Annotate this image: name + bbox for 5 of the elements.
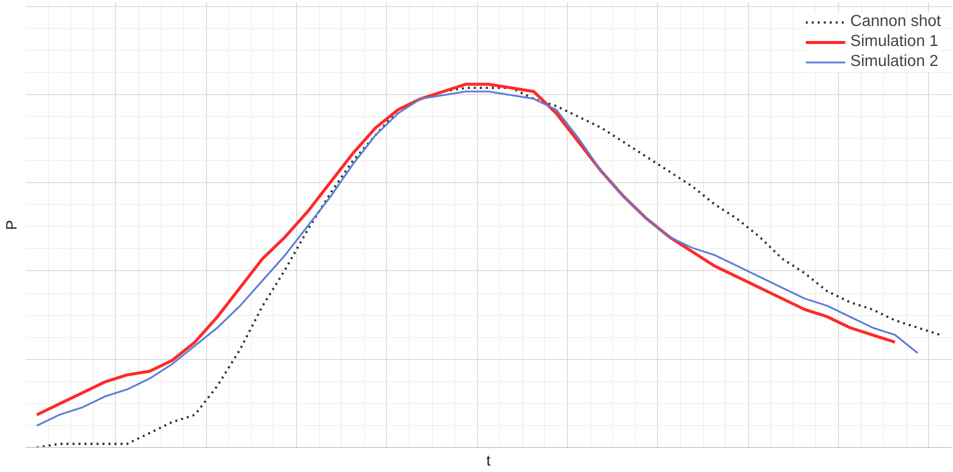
- legend-label: Simulation 1: [850, 33, 938, 51]
- x-axis-title: t: [486, 452, 492, 470]
- y-axis-title: P: [4, 220, 20, 230]
- legend-label: Cannon shot: [850, 13, 941, 31]
- legend-label: Simulation 2: [850, 53, 938, 71]
